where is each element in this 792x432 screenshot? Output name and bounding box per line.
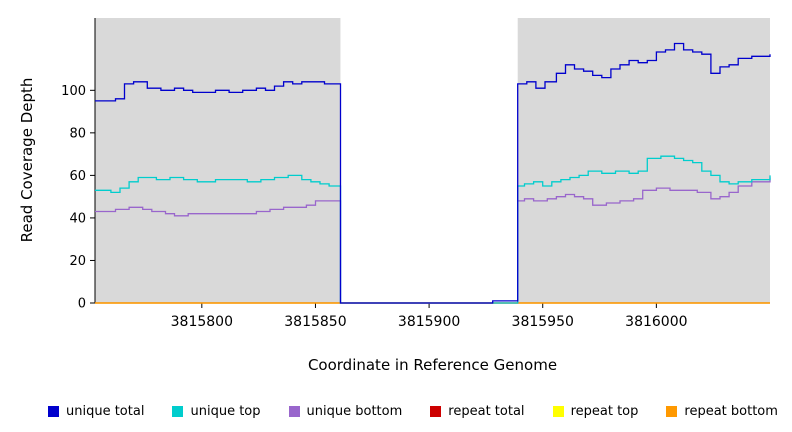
legend-swatch-unique-top (172, 405, 184, 417)
x-tick-label: 3816000 (625, 314, 687, 330)
legend-label-unique-bottom: unique bottom (306, 403, 403, 419)
legend-label-repeat-top: repeat top (570, 403, 639, 419)
legend-item-repeat-bottom: repeat bottom (666, 404, 778, 419)
x-tick-label: 3815850 (284, 314, 346, 330)
legend-item-repeat-total: repeat total (430, 403, 525, 419)
legend-label-repeat-bottom: repeat bottom (684, 403, 778, 419)
y-axis-label: Read Coverage Depth (18, 77, 36, 243)
legend-swatch-unique-bottom (288, 405, 300, 417)
y-tick-label: 20 (69, 254, 86, 269)
x-tick-label: 3815800 (171, 314, 233, 330)
x-axis-label: Coordinate in Reference Genome (307, 356, 558, 374)
legend: unique total unique top unique bottom repea… (0, 398, 792, 424)
y-tick-label: 60 (69, 169, 86, 184)
y-tick-label: 40 (69, 211, 86, 226)
x-tick-label: 3815950 (512, 314, 574, 330)
legend-item-repeat-top: repeat top (552, 403, 639, 419)
legend-label-unique-top: unique top (190, 403, 261, 419)
y-tick-label: 0 (78, 297, 86, 312)
legend-swatch-unique-total (48, 405, 59, 417)
legend-label-repeat-total: repeat total (448, 403, 525, 419)
legend-item-unique-bottom: unique bottom (288, 403, 403, 419)
legend-swatch-repeat-total (430, 405, 442, 417)
series-line-unique-bottom (95, 177, 771, 304)
legend-item-unique-top: unique top (172, 403, 261, 419)
legend-swatch-repeat-top (552, 405, 564, 417)
legend-label-unique-total: unique total (66, 403, 145, 419)
x-tick-label: 3815900 (398, 314, 460, 330)
series-line-unique-total (95, 42, 771, 304)
zero-coverage-gap (340, 18, 518, 303)
legend-item-unique-total: unique total (48, 404, 144, 419)
series-line-unique-top (95, 155, 771, 304)
y-tick-label: 80 (69, 126, 86, 141)
y-tick-label: 100 (61, 84, 86, 99)
plot-svg: 0 20 40 60 80 100 3815800 3815850 3815900 3815950… (61, 18, 771, 330)
legend-swatch-repeat-bottom (666, 405, 678, 417)
